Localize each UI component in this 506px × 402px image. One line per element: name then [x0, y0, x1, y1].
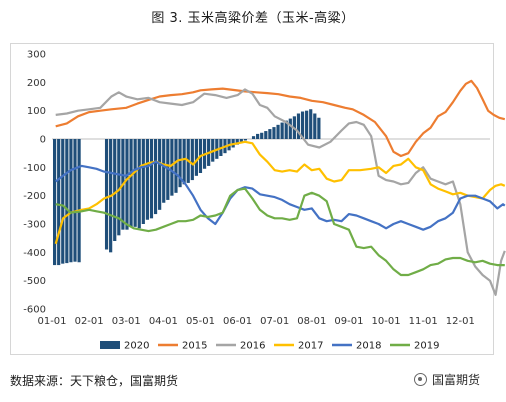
bar-2020 — [52, 139, 57, 266]
bar-2020 — [268, 129, 272, 139]
bar-2020 — [113, 139, 117, 241]
bar-2020 — [251, 136, 256, 139]
bar-2020 — [77, 139, 81, 263]
x-tick-label: 09-01 — [334, 316, 363, 327]
publisher-name: 国富期货 — [432, 373, 481, 387]
bar-2020 — [317, 117, 321, 139]
bar-2020 — [125, 139, 129, 230]
legend-swatch-2020 — [100, 341, 120, 349]
bar-2020 — [69, 139, 73, 263]
bar-2020 — [104, 139, 109, 250]
bar-2020 — [57, 139, 61, 266]
bar-2020 — [153, 139, 158, 215]
bar-2020 — [288, 118, 292, 139]
bar-2020 — [243, 139, 247, 141]
y-tick-label: -100 — [23, 163, 46, 174]
bar-2020 — [117, 139, 121, 236]
bar-2020 — [264, 131, 268, 139]
bar-2020 — [313, 113, 317, 139]
legend-label-2019: 2019 — [414, 341, 439, 352]
bar-2020 — [276, 124, 280, 139]
bar-2020 — [129, 139, 133, 227]
y-tick-label: 200 — [27, 78, 46, 89]
bar-2020 — [235, 139, 239, 145]
bar-2020 — [65, 139, 69, 264]
y-tick-label: -200 — [23, 191, 46, 202]
data-source-note: 数据来源：天下粮仓，国富期货 — [10, 374, 179, 388]
bar-2020 — [145, 139, 149, 220]
bar-2020 — [190, 139, 194, 181]
bar-2020 — [260, 132, 264, 139]
bar-2020 — [73, 139, 77, 262]
series-line-2016 — [55, 88, 506, 296]
x-tick-label: 10-01 — [372, 316, 401, 327]
chart-title: 图 3. 玉米高粱价差（玉米-高粱） — [151, 11, 355, 26]
publisher-logo: 国富期货 — [414, 371, 480, 388]
x-tick-label: 11-01 — [409, 316, 438, 327]
bar-2020 — [272, 127, 276, 139]
bar-2020 — [256, 133, 260, 139]
bar-2020 — [305, 110, 309, 139]
x-tick-label: 02-01 — [75, 316, 104, 327]
bar-2020 — [194, 139, 198, 176]
bar-2020 — [280, 122, 284, 139]
wechat-circle-icon — [414, 373, 427, 386]
bar-2020 — [309, 109, 313, 139]
legend-label-2016: 2016 — [240, 341, 265, 352]
bar-2020 — [300, 111, 305, 139]
series-line-2018 — [55, 160, 506, 231]
bar-2020 — [174, 139, 178, 193]
x-tick-label: 07-01 — [260, 316, 289, 327]
bar-2020 — [141, 139, 145, 224]
bar-2020 — [284, 120, 288, 139]
x-tick-label: 05-01 — [186, 316, 215, 327]
legend-label-2020: 2020 — [124, 341, 149, 352]
x-tick-label: 03-01 — [112, 316, 141, 327]
bar-2020 — [239, 139, 243, 142]
y-tick-label: -600 — [23, 305, 46, 316]
series-line-2017 — [54, 140, 506, 245]
x-tick-label: 01-01 — [37, 316, 66, 327]
x-tick-label: 04-01 — [149, 316, 178, 327]
bar-2020 — [182, 139, 186, 185]
y-tick-label: 300 — [27, 50, 46, 61]
bar-2020 — [178, 139, 182, 188]
bar-2020 — [170, 139, 174, 196]
series-line-2019 — [55, 187, 505, 277]
bar-2020 — [162, 139, 166, 203]
y-tick-label: 0 — [40, 135, 46, 146]
y-tick-label: 100 — [27, 106, 46, 117]
y-tick-label: -500 — [23, 276, 46, 287]
legend-label-2018: 2018 — [356, 341, 381, 352]
x-tick-label: 08-01 — [297, 316, 326, 327]
bar-2020 — [296, 113, 301, 139]
bar-2020 — [137, 139, 141, 229]
bar-2020 — [133, 139, 137, 227]
x-tick-label: 12-01 — [446, 316, 475, 327]
bar-2020 — [61, 139, 65, 264]
y-tick-label: -400 — [23, 248, 46, 259]
chart-frame — [10, 43, 494, 355]
bar-2020 — [158, 139, 162, 210]
y-tick-label: -300 — [23, 220, 46, 231]
bar-2020 — [149, 139, 154, 219]
series-line-2015 — [55, 79, 506, 158]
legend-label-2015: 2015 — [182, 341, 207, 352]
x-tick-label: 06-01 — [223, 316, 252, 327]
legend-label-2017: 2017 — [298, 341, 323, 352]
